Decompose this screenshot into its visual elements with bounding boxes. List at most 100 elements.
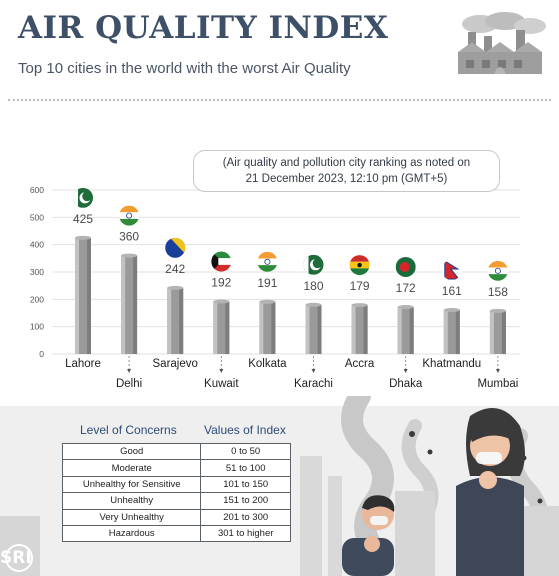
india-flag-icon — [119, 205, 140, 226]
table-row: Unhealthy 151 to 200 — [61, 492, 291, 510]
y-tick-label: 200 — [30, 294, 44, 304]
y-tick-label: 0 — [39, 349, 44, 359]
leader-arrow — [127, 369, 132, 373]
bar-highlight — [75, 237, 79, 354]
table-row: Moderate 51 to 100 — [61, 459, 291, 477]
bar-cap — [121, 253, 138, 258]
concern-level-cell: Very Unhealthy — [61, 508, 202, 526]
category-label: Delhi — [116, 378, 142, 390]
category-label: Dhaka — [389, 378, 423, 390]
category-label: Kuwait — [204, 378, 239, 390]
index-range-cell: 151 to 200 — [200, 492, 291, 510]
bar-group: 242 Sarajevo — [153, 237, 198, 370]
bar-cap — [351, 303, 368, 308]
y-tick-label: 400 — [30, 240, 44, 250]
india-flag-icon — [487, 260, 508, 281]
concern-level-cell: Hazardous — [61, 524, 202, 543]
index-range-cell: 51 to 100 — [200, 459, 291, 477]
index-range-cell: 0 to 50 — [200, 442, 291, 461]
bar-shade — [133, 255, 138, 354]
bar-highlight — [213, 301, 218, 354]
pakistan-flag-icon — [303, 254, 324, 275]
sri-logo-icon — [5, 544, 33, 572]
bar-shade — [501, 310, 506, 354]
bar-cap — [213, 299, 230, 304]
bar-cap — [75, 235, 91, 240]
nepal-flag-icon — [441, 259, 462, 280]
value-label: 192 — [211, 276, 231, 290]
concerns-table-header: Level of Concerns Values of Index — [62, 423, 292, 437]
bar-highlight — [259, 301, 264, 354]
bar-group: 425 Lahore — [65, 187, 101, 370]
ranking-note: (Air quality and pollution city ranking … — [193, 150, 500, 192]
bar-shade — [225, 301, 230, 354]
kuwait-flag-icon — [211, 251, 232, 272]
bar-group: 158 Mumbai — [477, 260, 518, 390]
category-label: Sarajevo — [153, 358, 198, 370]
ranking-note-line2: 21 December 2023, 12:10 pm (GMT+5) — [245, 173, 448, 185]
pakistan-flag-icon — [73, 187, 93, 208]
ranking-note-line1: (Air quality and pollution city ranking … — [222, 157, 471, 169]
india-flag-icon — [257, 251, 278, 272]
index-range-cell: 201 to 300 — [200, 508, 291, 526]
value-label: 360 — [119, 230, 139, 244]
person-man-illustration — [342, 495, 395, 576]
category-label: Accra — [345, 358, 375, 370]
category-label: Lahore — [65, 358, 101, 370]
index-range-cell: 301 to higher — [200, 524, 291, 543]
bar-group: 360 Delhi — [116, 205, 142, 390]
value-label: 179 — [350, 279, 370, 293]
concern-level-cell: Moderate — [61, 459, 202, 477]
bar-highlight — [489, 310, 494, 354]
value-label: 172 — [396, 281, 416, 295]
page-subtitle: Top 10 cities in the world with the wors… — [18, 60, 351, 77]
concerns-table: Good 0 to 50 Moderate 51 to 100 Unhealthy fo… — [61, 442, 291, 543]
table-row: Good 0 to 50 — [61, 442, 291, 461]
bar-cap — [443, 307, 460, 312]
leader-arrow — [403, 369, 408, 373]
section-divider — [8, 99, 551, 101]
bar-cap — [489, 308, 506, 313]
y-tick-label: 100 — [30, 322, 44, 332]
category-label: Khatmandu — [422, 358, 481, 370]
value-label: 191 — [257, 276, 277, 290]
bosnia-flag-icon — [165, 237, 186, 258]
bar-cap — [167, 285, 184, 290]
leader-arrow — [495, 369, 500, 373]
value-label: 425 — [73, 212, 93, 226]
bar-group: 161 Khatmandu — [422, 259, 481, 370]
table-row: Unhealthy for Sensitive 101 to 150 — [61, 475, 291, 494]
bar-cap — [397, 304, 414, 309]
index-range-cell: 101 to 150 — [200, 475, 291, 494]
y-tick-label: 300 — [30, 267, 44, 277]
bar-group: 179 Accra — [345, 255, 375, 370]
bar-shade — [455, 309, 460, 354]
leader-arrow — [219, 369, 224, 373]
bar-cap — [305, 302, 322, 307]
level-of-concerns-header: Level of Concerns — [80, 423, 177, 437]
bar-shade — [317, 304, 322, 354]
category-label: Mumbai — [477, 378, 518, 390]
value-label: 242 — [165, 262, 185, 276]
bar-group: 191 Kolkata — [248, 251, 287, 370]
bar-highlight — [305, 304, 310, 354]
concern-level-cell: Good — [61, 442, 202, 461]
table-row: Very Unhealthy 201 to 300 — [61, 508, 291, 526]
value-label: 158 — [488, 285, 508, 299]
concerns-table-panel: Level of Concerns Values of Index Good 0 … — [61, 423, 292, 543]
bar-shade — [87, 237, 91, 354]
value-label: 180 — [303, 279, 323, 293]
bar-highlight — [443, 309, 448, 354]
ghana-flag-icon — [349, 255, 370, 276]
bar-highlight — [167, 287, 172, 354]
value-label: 161 — [442, 284, 462, 298]
bar-highlight — [351, 305, 356, 354]
concern-level-cell: Unhealthy for Sensitive — [61, 475, 202, 494]
page-title: AIR QUALITY INDEX — [18, 10, 389, 46]
bar-highlight — [121, 255, 126, 354]
concern-level-cell: Unhealthy — [61, 492, 202, 510]
bar-highlight — [397, 306, 402, 354]
sri-logo-text: SRI — [0, 548, 32, 568]
bar-shade — [363, 305, 368, 354]
bar-shade — [179, 287, 184, 354]
